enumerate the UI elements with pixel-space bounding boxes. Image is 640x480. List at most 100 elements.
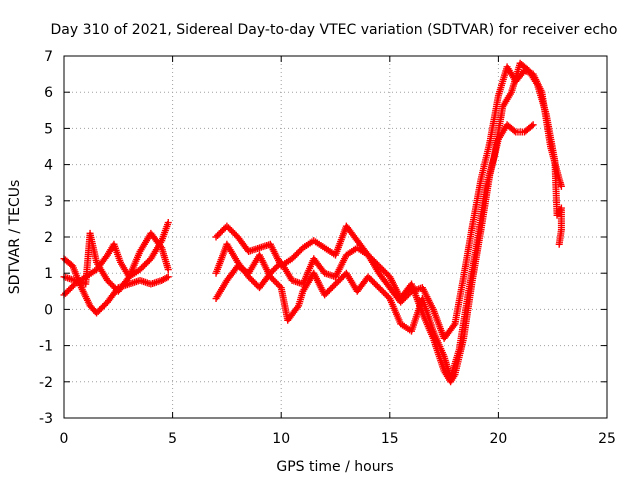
- data-point-marker: [144, 258, 152, 266]
- data-point-marker: [380, 267, 388, 275]
- data-point-marker: [251, 279, 259, 287]
- data-point-marker: [164, 273, 172, 281]
- data-point-marker: [271, 277, 279, 285]
- data-point-marker: [231, 230, 239, 238]
- y-tick-label: 1: [44, 266, 53, 282]
- data-point-marker: [93, 309, 101, 317]
- data-point-marker: [293, 250, 301, 258]
- x-tick-label: 0: [60, 431, 69, 447]
- data-point-marker: [528, 122, 536, 130]
- data-point-marker: [105, 278, 113, 286]
- data-point-marker: [163, 274, 171, 282]
- data-point-marker: [99, 303, 107, 311]
- data-point-marker: [66, 285, 74, 293]
- x-tick-label: 20: [489, 431, 507, 447]
- data-point-marker: [338, 274, 346, 282]
- data-marks: [60, 59, 565, 386]
- data-point-marker: [142, 259, 150, 267]
- data-point-marker: [296, 247, 304, 255]
- data-point-marker: [266, 273, 274, 281]
- data-point-marker: [273, 263, 281, 271]
- data-point-marker: [381, 268, 389, 276]
- data-point-marker: [288, 255, 296, 263]
- data-point-marker: [136, 266, 144, 274]
- data-point-marker: [226, 225, 234, 233]
- data-point-marker: [269, 266, 277, 274]
- data-point-marker: [229, 228, 237, 236]
- y-tick-label: 6: [44, 85, 53, 101]
- data-point-marker: [529, 121, 537, 129]
- data-point-marker: [94, 307, 102, 315]
- SDTVAR-track-2: [60, 255, 172, 317]
- chart-title: Day 310 of 2021, Sidereal Day-to-day VTE…: [51, 22, 618, 38]
- data-point-marker: [325, 286, 333, 294]
- data-point-marker: [248, 276, 256, 284]
- data-point-marker: [366, 274, 374, 282]
- data-point-marker: [157, 242, 165, 250]
- data-point-marker: [322, 289, 330, 297]
- y-tick-label: 0: [44, 302, 53, 318]
- plot-frame: [63, 55, 608, 419]
- data-point-marker: [376, 285, 384, 293]
- data-point-marker: [330, 282, 338, 290]
- data-point-marker: [212, 233, 220, 241]
- data-point-marker: [124, 274, 132, 282]
- SDTVAR-track-3: [60, 229, 172, 295]
- data-point-marker: [378, 287, 386, 295]
- data-point-marker: [510, 127, 518, 135]
- data-point-marker: [246, 274, 254, 282]
- SDTVAR-track-6: [212, 59, 565, 382]
- data-point-marker: [164, 219, 172, 227]
- data-point-marker: [138, 264, 146, 272]
- data-point-marker: [293, 303, 301, 311]
- y-tick-label: -3: [39, 411, 53, 427]
- gridlines: [64, 56, 607, 418]
- data-point-marker: [269, 276, 277, 284]
- data-point-marker: [333, 279, 341, 287]
- x-tick-label: 10: [272, 431, 290, 447]
- y-tick-label: 5: [44, 121, 53, 137]
- data-point-marker: [164, 266, 172, 274]
- data-point-marker: [217, 228, 225, 236]
- data-point-marker: [110, 283, 118, 291]
- data-point-marker: [96, 306, 104, 314]
- data-point-marker: [324, 288, 332, 296]
- y-axis-label: SDTVAR / TECUs: [7, 180, 23, 295]
- data-point-marker: [141, 261, 149, 269]
- data-point-marker: [381, 290, 389, 298]
- y-tick-label: -1: [39, 339, 53, 355]
- data-point-marker: [383, 270, 391, 278]
- data-point-marker: [401, 294, 409, 302]
- x-axis-label: GPS time / hours: [276, 459, 393, 475]
- data-point-marker: [249, 277, 257, 285]
- data-point-marker: [321, 291, 329, 299]
- data-point-marker: [328, 283, 336, 291]
- data-point-marker: [555, 240, 563, 248]
- data-point-marker: [375, 284, 383, 292]
- data-point-marker: [294, 249, 302, 257]
- data-point-marker: [108, 281, 116, 289]
- data-point-marker: [97, 304, 105, 312]
- data-point-marker: [215, 230, 223, 238]
- data-point-marker: [557, 182, 565, 190]
- data-point-marker: [403, 292, 411, 300]
- data-point-marker: [276, 282, 284, 290]
- data-point-marker: [335, 277, 343, 285]
- x-tick-label: 15: [381, 431, 399, 447]
- y-tick-label: -2: [39, 375, 53, 391]
- data-point-marker: [372, 281, 380, 289]
- data-point-marker: [400, 295, 408, 303]
- data-point-marker: [107, 280, 115, 288]
- data-point-marker: [139, 262, 147, 270]
- data-point-marker: [336, 275, 344, 283]
- data-point-marker: [367, 276, 375, 284]
- data-point-marker: [450, 321, 458, 329]
- data-point-marker: [364, 273, 372, 281]
- data-point-marker: [223, 222, 231, 230]
- x-tick-label: 5: [168, 431, 177, 447]
- data-point-marker: [224, 224, 232, 232]
- data-point-marker: [268, 274, 276, 282]
- data-point-marker: [370, 279, 378, 287]
- data-point-marker: [332, 280, 339, 288]
